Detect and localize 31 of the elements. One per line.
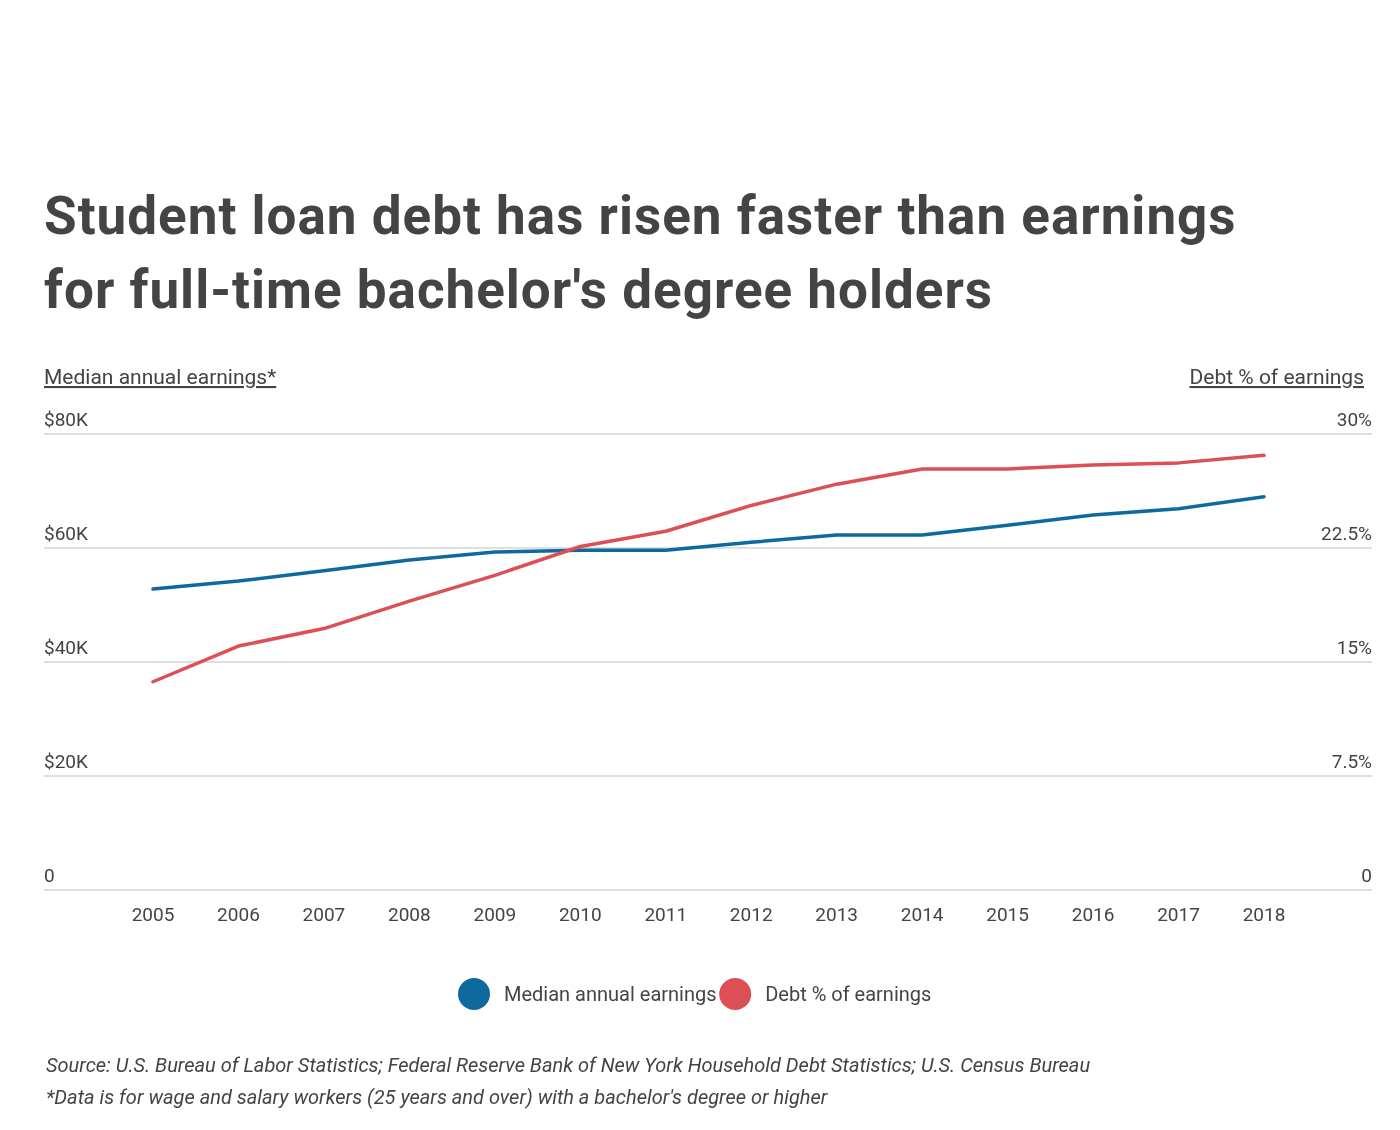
y2-axis-title: Debt % of earnings <box>1189 365 1364 389</box>
y-tick-label: $20K <box>44 750 89 773</box>
x-tick-label: 2016 <box>1071 903 1115 926</box>
y-tick-label: $40K <box>44 636 89 659</box>
x-tick-label: 2018 <box>1242 903 1286 926</box>
y2-tick-label: 0 <box>1361 864 1372 887</box>
y-tick-label: 0 <box>44 864 55 887</box>
x-tick-label: 2013 <box>815 903 859 926</box>
y-tick-label: $60K <box>44 522 89 545</box>
legend-label: Debt % of earnings <box>765 982 932 1006</box>
legend-label: Median annual earnings <box>504 982 717 1006</box>
y2-tick-label: 30% <box>1336 408 1373 431</box>
x-tick-label: 2006 <box>217 903 260 926</box>
source-note: Source: U.S. Bureau of Labor Statistics; Federal Reserve Bank of New York Household Debt Statistics; U.S. Census Bureau <box>46 1053 1091 1077</box>
x-tick-label: 2015 <box>986 903 1029 926</box>
x-tick-label: 2017 <box>1157 903 1200 926</box>
y2-tick-label: 22.5% <box>1321 522 1373 545</box>
x-tick-label: 2012 <box>729 903 773 926</box>
text: *Data is for wage and salary workers (25 years and over) with a bachelor's degree or higher <box>46 1085 829 1109</box>
x-tick-label: 2014 <box>900 903 944 926</box>
chart-title: Student loan debt has risen faster than earnings for full-time bachelor's degree holders <box>44 185 1237 321</box>
x-tick-label: 2010 <box>558 903 602 926</box>
x-tick-label: 2005 <box>131 903 175 926</box>
x-tick-label: 2007 <box>302 903 346 926</box>
x-tick-label: 2008 <box>388 903 431 926</box>
y-tick-label: $80K <box>44 408 89 431</box>
x-tick-label: 2009 <box>473 903 517 926</box>
y-axis-title: Median annual earnings* <box>44 365 277 389</box>
x-tick-label: 2011 <box>644 903 688 926</box>
y2-tick-label: 7.5% <box>1331 750 1373 773</box>
y2-tick-label: 15% <box>1336 636 1373 659</box>
